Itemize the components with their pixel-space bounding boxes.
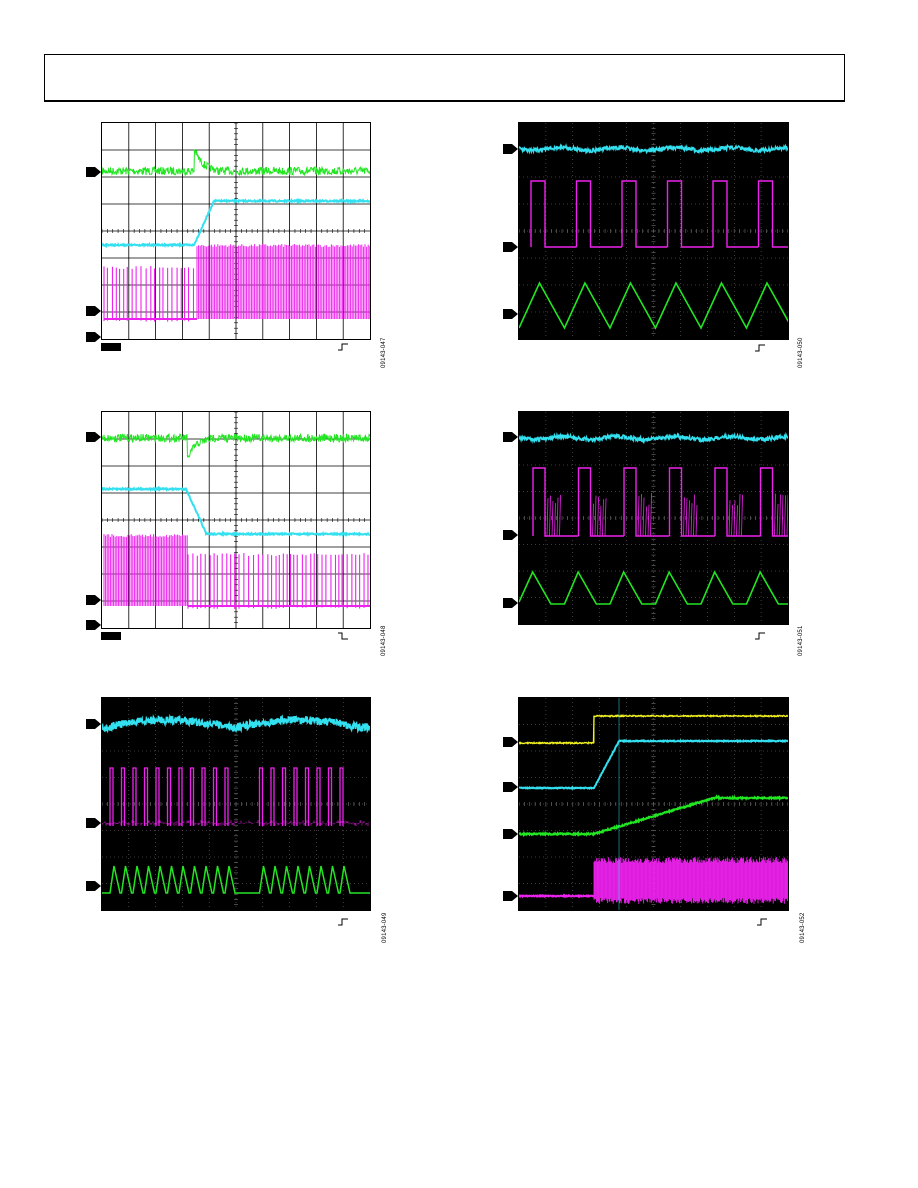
falling-edge-icon: [338, 632, 348, 640]
scope-grid: [102, 698, 370, 910]
inductor-current-trace: [102, 485, 370, 538]
inductor-current-trace: [519, 570, 788, 605]
grid-lines: [102, 412, 370, 628]
switch-node-trace: [530, 180, 788, 248]
rising-edge-icon: [755, 632, 765, 640]
rising-edge-icon: [338, 918, 348, 926]
output-voltage-trace: [102, 432, 370, 459]
scope-grid: [519, 412, 788, 624]
scope-capture-pulse-skipping: [101, 697, 371, 911]
channel-settings-block: [101, 632, 121, 640]
figure-id: 09143-049: [382, 912, 388, 944]
switch-node-trace: [187, 553, 370, 609]
scope-capture-soft-start: [518, 697, 789, 911]
scope-grid: [102, 123, 370, 339]
switch-node-trace: [532, 467, 788, 537]
rising-edge-icon: [757, 918, 767, 926]
scope-grid: [519, 698, 788, 910]
inductor-current-trace: [102, 865, 370, 894]
scope-capture-load-step-up: [101, 122, 371, 340]
inductor-current-trace: [102, 197, 370, 249]
switch-node-trace: [103, 266, 197, 322]
switch-node-trace: [102, 767, 370, 826]
figure-id: 09143-048: [381, 625, 387, 657]
scope-capture-load-step-down: [101, 411, 371, 629]
switch-node-trace-dense: [103, 534, 188, 606]
inductor-current-trace: [519, 281, 788, 330]
figure-id: 09143-052: [800, 912, 806, 944]
scope-capture-switching-waveform: [518, 122, 789, 340]
scope-capture-switching-burst: [518, 411, 789, 625]
switch-node-trace-dense: [196, 244, 370, 319]
output-voltage-trace: [102, 149, 370, 177]
output-ripple-trace: [102, 713, 370, 734]
figure-id: 09143-050: [798, 337, 804, 369]
figure-id: 09143-047: [381, 337, 387, 369]
scope-grid: [102, 412, 370, 628]
figure-id: 09143-051: [798, 625, 804, 657]
enable-trace: [519, 713, 788, 746]
output-ripple-trace: [519, 431, 788, 445]
page-header-box: [44, 54, 845, 102]
channel-settings-block: [101, 343, 121, 351]
scope-grid: [519, 123, 788, 339]
grid-lines: [519, 412, 788, 624]
inductor-current-trace: [519, 794, 788, 838]
output-ripple-trace: [519, 143, 788, 155]
rising-edge-icon: [755, 344, 765, 352]
switch-node-trace-dense: [593, 857, 788, 904]
switch-node-idle: [519, 893, 595, 899]
rising-edge-icon: [338, 343, 348, 351]
output-voltage-trace: [519, 738, 788, 791]
grid-lines: [519, 123, 788, 339]
